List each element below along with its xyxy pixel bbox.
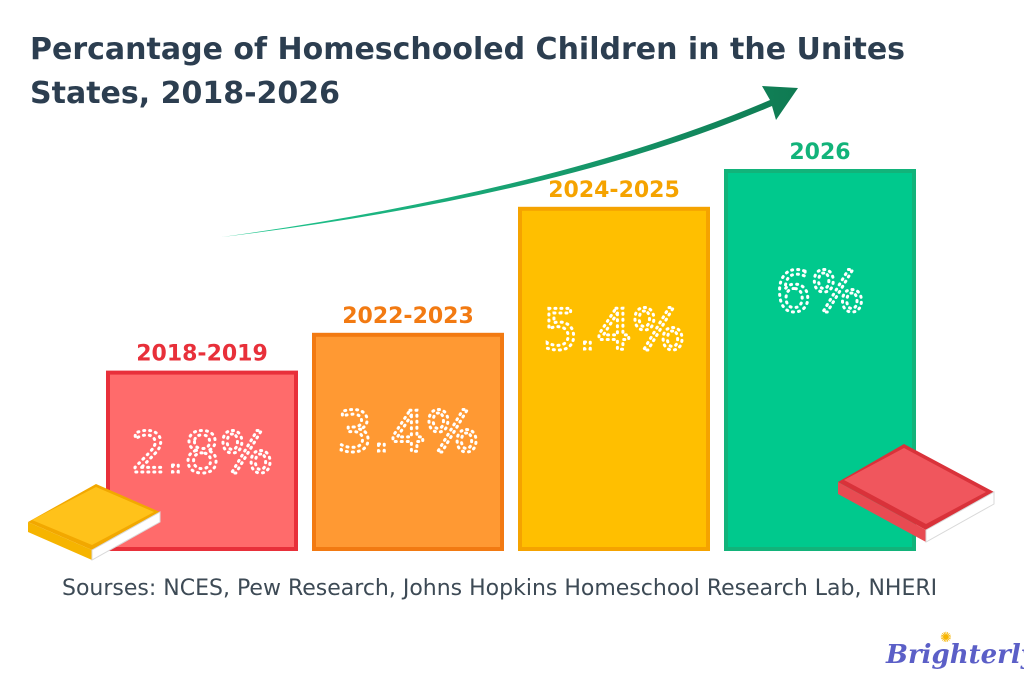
red-book-icon <box>838 444 995 543</box>
value-label: 3.4% <box>337 400 479 465</box>
value-label: 6% <box>776 260 865 325</box>
category-label: 2026 <box>789 140 850 165</box>
brand-logo: Brighterly <box>886 640 1024 670</box>
category-label: 2022-2023 <box>342 304 474 329</box>
sun-rays-icon: ✺ <box>940 630 952 646</box>
category-label: 2018-2019 <box>136 342 268 367</box>
bar-2024-2025 <box>518 206 710 552</box>
yellow-book-icon <box>28 484 161 561</box>
chart-title: Percantage of Homeschooled Children in t… <box>30 32 906 111</box>
category-label: 2024-2025 <box>548 178 680 203</box>
trend-arrow <box>222 86 798 237</box>
value-label: 2.8% <box>131 421 273 486</box>
bar-2022-2023 <box>312 332 504 551</box>
value-label: 5.4% <box>543 298 685 363</box>
source-note: Sourses: NCES, Pew Research, Johns Hopki… <box>62 576 938 601</box>
bars-group: 2018-2019 2.8% 2022-2023 3.4% 2024-2025 5.4% 2… <box>106 140 916 552</box>
